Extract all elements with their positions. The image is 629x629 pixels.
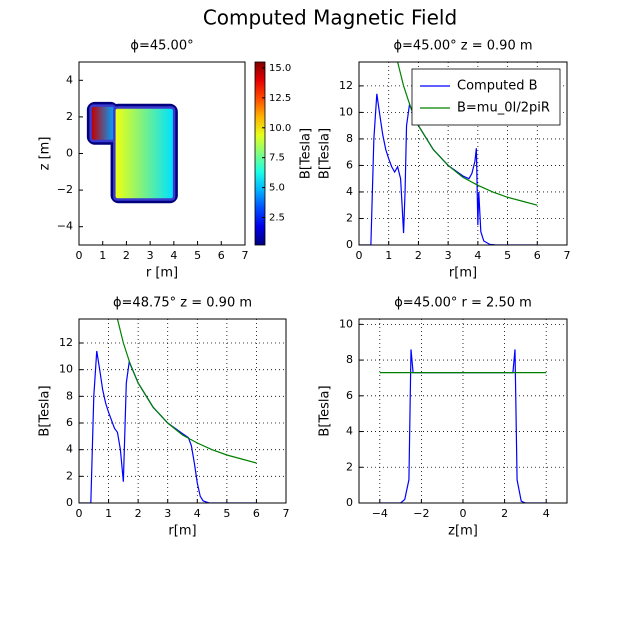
x-tick-label: 6 (534, 249, 541, 262)
y-axis-label: z [m] (38, 137, 53, 171)
x-tick-label: 4 (543, 507, 550, 520)
y-axis-label: B[Tesla] (318, 385, 333, 436)
y-tick-label: 2 (346, 460, 353, 473)
x-axis-label: r[m] (168, 524, 196, 539)
y-tick-label: 10 (339, 105, 353, 118)
plot-frame (358, 61, 568, 246)
subplot-title: ϕ=48.75° z = 0.90 m (113, 296, 252, 311)
y-tick-label: 8 (346, 132, 353, 145)
colorbar-tick-label: 2.5 (269, 212, 285, 223)
line-series (116, 319, 257, 464)
x-tick-label: 3 (164, 507, 171, 520)
y-tick-label: 6 (346, 158, 353, 171)
figure-title: Computed Magnetic Field (203, 6, 457, 30)
colorbar-tick-label: 7.5 (269, 153, 285, 164)
y-tick-label: 2 (66, 110, 73, 123)
y-tick-label: 0 (66, 496, 73, 509)
y-axis-label: B[Tesla] (318, 128, 333, 179)
x-tick-label: 1 (385, 249, 392, 262)
plot-frame (78, 61, 246, 246)
y-tick-label: 4 (346, 425, 353, 438)
y-tick-label: 0 (346, 496, 353, 509)
x-tick-label: 2 (135, 507, 142, 520)
x-tick-label: 4 (170, 249, 177, 262)
x-tick-label: −2 (413, 507, 429, 520)
colorbar-tick-label: 15.0 (269, 63, 291, 74)
y-tick-label: 10 (339, 317, 353, 330)
y-tick-label: 0 (346, 238, 353, 251)
colorbar-tick-label: 5.0 (269, 183, 285, 194)
subplot-title: ϕ=45.00° r = 2.50 m (394, 296, 532, 311)
plot-frame (78, 318, 287, 504)
x-tick-label: 1 (99, 249, 106, 262)
legend-label: B=mu_0I/2piR (457, 101, 550, 116)
colorbar-tick-label: 12.5 (269, 93, 291, 104)
colorbar-label: B[Tesla] (299, 128, 314, 179)
x-tick-label: 0 (356, 249, 363, 262)
y-tick-label: 0 (66, 147, 73, 160)
x-tick-label: 5 (223, 507, 230, 520)
x-tick-label: 5 (504, 249, 511, 262)
x-axis-label: r[m] (449, 266, 477, 281)
line-series (397, 62, 538, 206)
y-tick-label: 4 (66, 73, 73, 86)
field-region (91, 106, 114, 140)
y-tick-label: −2 (57, 183, 73, 196)
x-tick-label: 3 (147, 249, 154, 262)
x-tick-label: 2 (415, 249, 422, 262)
y-axis-label: B[Tesla] (38, 385, 53, 436)
y-tick-label: −4 (57, 220, 73, 233)
y-tick-label: 4 (66, 443, 73, 456)
line-series (79, 350, 257, 503)
plot-area (79, 319, 286, 503)
field-region (115, 108, 173, 199)
x-tick-label: 0 (76, 507, 83, 520)
colorbar (254, 61, 266, 246)
x-tick-label: 7 (242, 249, 249, 262)
x-tick-label: 1 (105, 507, 112, 520)
x-tick-label: 2 (123, 249, 130, 262)
x-tick-label: 5 (194, 249, 201, 262)
x-tick-label: 7 (564, 249, 571, 262)
x-tick-label: 4 (194, 507, 201, 520)
x-axis-label: z[m] (448, 524, 478, 539)
y-tick-label: 8 (346, 353, 353, 366)
y-tick-label: 10 (59, 363, 73, 376)
x-tick-label: −4 (372, 507, 388, 520)
y-tick-label: 8 (66, 389, 73, 402)
x-tick-label: 4 (474, 249, 481, 262)
y-tick-label: 4 (346, 185, 353, 198)
line-series (359, 93, 538, 245)
y-tick-label: 2 (66, 469, 73, 482)
subplot-title: ϕ=45.00° (130, 39, 193, 54)
x-tick-label: 2 (501, 507, 508, 520)
y-tick-label: 6 (66, 416, 73, 429)
x-tick-label: 7 (283, 507, 290, 520)
colorbar-tick-label: 10.0 (269, 123, 291, 134)
y-tick-label: 12 (59, 336, 73, 349)
x-tick-label: 6 (253, 507, 260, 520)
x-axis-label: r [m] (146, 266, 178, 281)
legend-box (411, 68, 561, 126)
x-tick-label: 3 (445, 249, 452, 262)
legend-label: Computed B (457, 79, 538, 94)
subplot-title: ϕ=45.00° z = 0.90 m (393, 39, 532, 54)
y-tick-label: 6 (346, 389, 353, 402)
x-tick-label: 0 (76, 249, 83, 262)
x-tick-label: 0 (460, 507, 467, 520)
plot-frame (358, 318, 568, 504)
y-tick-label: 2 (346, 211, 353, 224)
y-tick-label: 12 (339, 79, 353, 92)
x-tick-label: 6 (218, 249, 225, 262)
